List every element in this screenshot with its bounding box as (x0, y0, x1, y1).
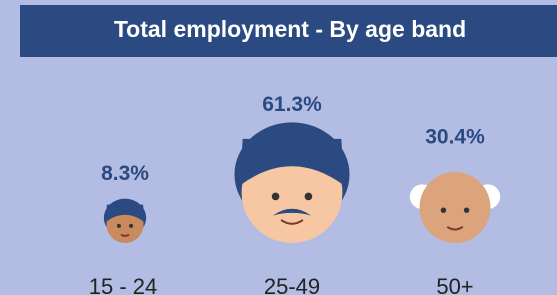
value-label: 61.3% (262, 93, 322, 116)
category-label: 50+ (436, 274, 473, 295)
eye (117, 224, 121, 228)
chart-title: Total employment - By age band (114, 16, 466, 42)
eye (441, 207, 446, 212)
eye (272, 193, 280, 201)
face (419, 172, 490, 243)
value-label: 8.3% (101, 162, 149, 185)
chart: Total employment - By age band 8.3% 15 - … (0, 0, 557, 295)
value-label: 30.4% (425, 125, 485, 148)
page: Total employment - By age band 8.3% 15 - … (0, 0, 557, 295)
eye (129, 224, 133, 228)
eye (464, 207, 469, 212)
category-label: 25-49 (264, 274, 320, 295)
eye (305, 193, 313, 201)
category-label: 15 - 24 (89, 274, 158, 295)
